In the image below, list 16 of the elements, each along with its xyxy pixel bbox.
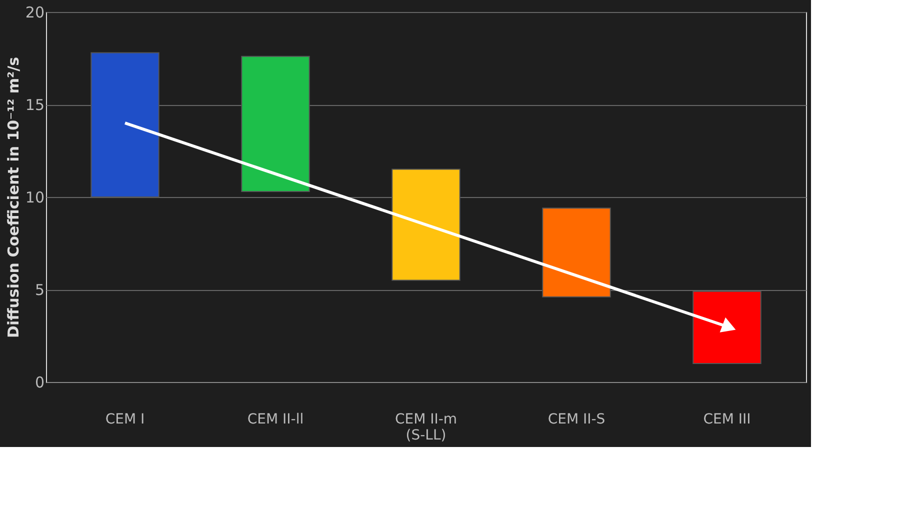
x-tick-label: CEM I	[105, 412, 145, 428]
bar	[90, 52, 160, 198]
y-tick-label: 0	[34, 374, 44, 392]
bar	[241, 56, 310, 192]
y-tick-label: 5	[34, 281, 44, 299]
x-tick-label: CEM III	[703, 412, 751, 428]
bar	[692, 290, 762, 364]
y-axis-title: Diffusion Coefficient in 10⁻¹² m²/s	[4, 56, 22, 338]
x-tick-label: CEM II-m (S-LL)	[394, 412, 458, 444]
y-tick-label: 20	[25, 4, 44, 22]
bar	[392, 168, 460, 281]
y-tick-label: 15	[25, 96, 44, 114]
bar	[542, 208, 611, 298]
y-tick-label: 10	[25, 188, 44, 206]
x-tick-label: CEM II-ll	[247, 412, 304, 428]
x-tick-label: CEM II-S	[548, 412, 606, 428]
